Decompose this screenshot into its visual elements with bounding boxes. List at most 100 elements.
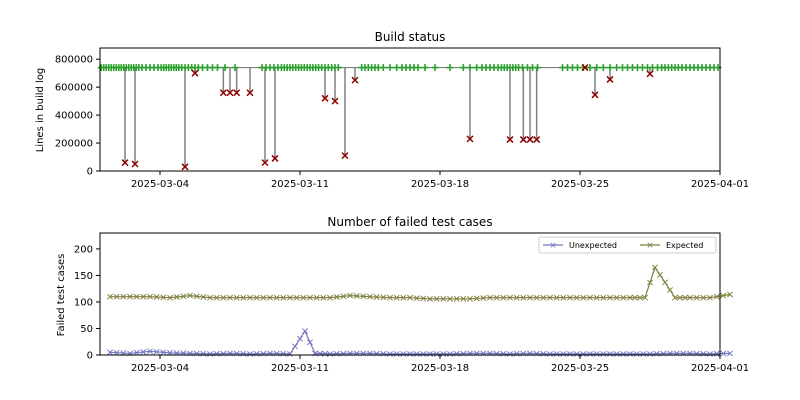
- x-tick-label: 2025-03-18: [411, 179, 469, 190]
- data-point: [180, 293, 187, 300]
- data-point: [233, 294, 240, 301]
- data-point: [662, 279, 668, 286]
- data-point: [637, 294, 643, 301]
- chart-title: Number of failed test cases: [327, 215, 492, 229]
- failed-tests-chart: Number of failed test cases Failed test …: [56, 215, 749, 374]
- y-tick-label: 600000: [55, 83, 93, 94]
- data-point: [153, 348, 160, 355]
- data-point: [393, 350, 400, 357]
- data-point: [353, 292, 360, 299]
- data-point: [187, 292, 193, 299]
- series-line: [110, 266, 731, 300]
- data-point: [407, 350, 413, 357]
- data-point: [593, 350, 600, 357]
- data-point: [573, 294, 580, 301]
- y-tick-label: 100: [74, 297, 93, 308]
- data-point: [580, 350, 587, 357]
- data-point: [713, 293, 720, 300]
- failure-marker: [121, 159, 129, 167]
- success-marker: [379, 64, 387, 72]
- data-point: [173, 294, 180, 300]
- failure-marker: [246, 89, 254, 97]
- data-point: [440, 350, 447, 357]
- data-point: [647, 279, 653, 286]
- x-axis-ticks: 2025-03-04 2025-03-11 2025-03-18 2025-03-25…: [131, 355, 749, 374]
- data-point: [340, 293, 347, 300]
- failure-marker: [331, 97, 339, 105]
- failure-marker: [181, 163, 189, 171]
- failure-marker: [526, 136, 534, 144]
- x-axis-ticks: 2025-03-04 2025-03-11 2025-03-18 2025-03-25…: [131, 171, 749, 190]
- data-point: [147, 293, 153, 300]
- data-point: [707, 350, 713, 357]
- failure-marker: [261, 159, 269, 167]
- legend-unexpected-marker: ×: [549, 241, 557, 251]
- data-point: [433, 295, 440, 302]
- data-point: [127, 293, 133, 300]
- data-point: [473, 295, 480, 302]
- failure-marker: [533, 136, 541, 144]
- data-point: [360, 293, 367, 300]
- data-point: [613, 294, 620, 301]
- data-point: [647, 350, 653, 357]
- data-point: [147, 348, 153, 355]
- data-point: [727, 291, 733, 298]
- failure-marker: [321, 94, 329, 102]
- data-point: [327, 350, 333, 357]
- data-point: [302, 328, 308, 335]
- data-point: [253, 294, 260, 301]
- data-point: [153, 294, 160, 300]
- chart-title: Build status: [375, 30, 446, 44]
- y-tick-label: 200: [74, 244, 93, 255]
- success-marker: [231, 64, 239, 72]
- data-point: [433, 350, 440, 357]
- data-point: [280, 294, 287, 301]
- data-point: [380, 294, 387, 301]
- failed-tests-series: [107, 264, 733, 357]
- data-point: [160, 349, 167, 356]
- data-point: [373, 294, 380, 300]
- data-point: [467, 295, 473, 302]
- data-point: [520, 294, 527, 301]
- data-point: [247, 294, 253, 301]
- data-point: [513, 294, 520, 301]
- series-line: [109, 329, 731, 355]
- data-point: [427, 350, 433, 357]
- data-point: [533, 294, 540, 301]
- success-marker: [466, 64, 474, 72]
- plot-area-frame: [99, 232, 721, 356]
- data-point: [693, 294, 700, 301]
- data-point: [627, 294, 633, 301]
- success-marker: [431, 64, 439, 72]
- data-point: [120, 293, 127, 300]
- data-point: [500, 294, 507, 301]
- data-point: [672, 294, 678, 301]
- y-axis-label: Lines in build log: [35, 68, 46, 153]
- data-point: [633, 350, 640, 357]
- data-point: [640, 350, 647, 357]
- data-point: [587, 294, 593, 301]
- data-point: [400, 350, 407, 357]
- data-point: [642, 294, 648, 301]
- failure-marker: [271, 154, 279, 162]
- build-log-series: [100, 66, 720, 167]
- data-point: [507, 350, 513, 357]
- data-point: [677, 294, 683, 301]
- data-point: [413, 350, 420, 357]
- data-point: [292, 343, 298, 350]
- success-marker: [586, 64, 594, 72]
- data-point: [587, 350, 593, 357]
- failure-marker: [131, 160, 139, 168]
- data-point: [727, 350, 733, 357]
- data-point: [547, 294, 553, 301]
- data-point: [553, 294, 560, 301]
- success-marker: [386, 64, 394, 72]
- data-point: [213, 294, 220, 301]
- y-tick-label: 150: [74, 271, 93, 282]
- data-point: [227, 294, 233, 301]
- data-point: [193, 293, 200, 300]
- x-tick-label: 2025-03-04: [131, 363, 189, 374]
- success-marker: [593, 64, 601, 72]
- failure-marker: [466, 135, 474, 143]
